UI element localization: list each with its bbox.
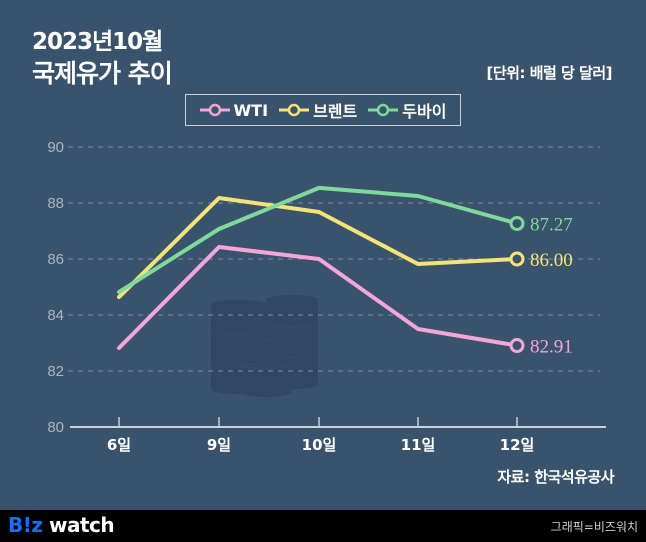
x-tick: 10일 xyxy=(302,436,337,454)
chart-title: 국제유가 추이 xyxy=(32,59,173,88)
legend-item-brent: 브렌트 xyxy=(279,98,357,122)
y-tick: 86 xyxy=(47,251,64,268)
unit-label: [단위: 배럴 당 달러] xyxy=(486,64,613,82)
line-chart: 90 88 86 84 82 80 6일 9일 10일 11일 12일 82.9… xyxy=(47,139,606,454)
x-axis xyxy=(70,417,606,428)
y-tick: 90 xyxy=(47,139,64,156)
series-line-wti xyxy=(117,245,519,350)
y-tick: 84 xyxy=(47,307,64,324)
x-axis-ticks: 6일 9일 10일 11일 12일 xyxy=(107,436,534,454)
end-marker-wti xyxy=(509,338,525,354)
x-tick: 6일 xyxy=(107,436,131,454)
series-line-brent xyxy=(117,196,519,300)
bizwatch-logo: B!z watch xyxy=(8,513,115,537)
y-tick: 88 xyxy=(47,195,64,212)
x-tick: 11일 xyxy=(401,436,436,454)
y-tick: 82 xyxy=(47,363,64,380)
source-label: 자료: 한국석유공사 xyxy=(497,468,614,486)
y-axis-ticks: 90 88 86 84 82 80 xyxy=(47,139,64,436)
end-marker-brent xyxy=(509,251,525,267)
x-tick: 9일 xyxy=(207,436,231,454)
line-marker-icon xyxy=(199,103,230,117)
x-tick: 12일 xyxy=(500,436,535,454)
series-line-dubai xyxy=(117,185,519,294)
legend-label: 두바이 xyxy=(402,102,447,121)
y-tick: 80 xyxy=(47,419,64,436)
footer-bar: B!z watch 그래픽=비즈워치 xyxy=(0,510,646,542)
legend-label: 브렌트 xyxy=(313,102,358,121)
end-label-wti: 82.91 xyxy=(530,337,573,358)
legend-label: WTI xyxy=(233,100,269,120)
line-marker-icon xyxy=(279,103,310,117)
legend-item-dubai: 두바이 xyxy=(368,98,446,122)
chart-title-date: 2023년10월 xyxy=(32,29,163,55)
oil-barrels-icon xyxy=(210,295,319,397)
graphic-credit: 그래픽=비즈워치 xyxy=(550,520,638,534)
end-marker-dubai xyxy=(509,215,525,231)
end-label-brent: 86.00 xyxy=(530,250,573,271)
line-marker-icon xyxy=(368,103,399,117)
legend: WTI 브렌트 두바이 xyxy=(185,94,461,126)
legend-item-wti: WTI xyxy=(199,100,269,120)
end-label-dubai: 87.27 xyxy=(530,214,573,235)
